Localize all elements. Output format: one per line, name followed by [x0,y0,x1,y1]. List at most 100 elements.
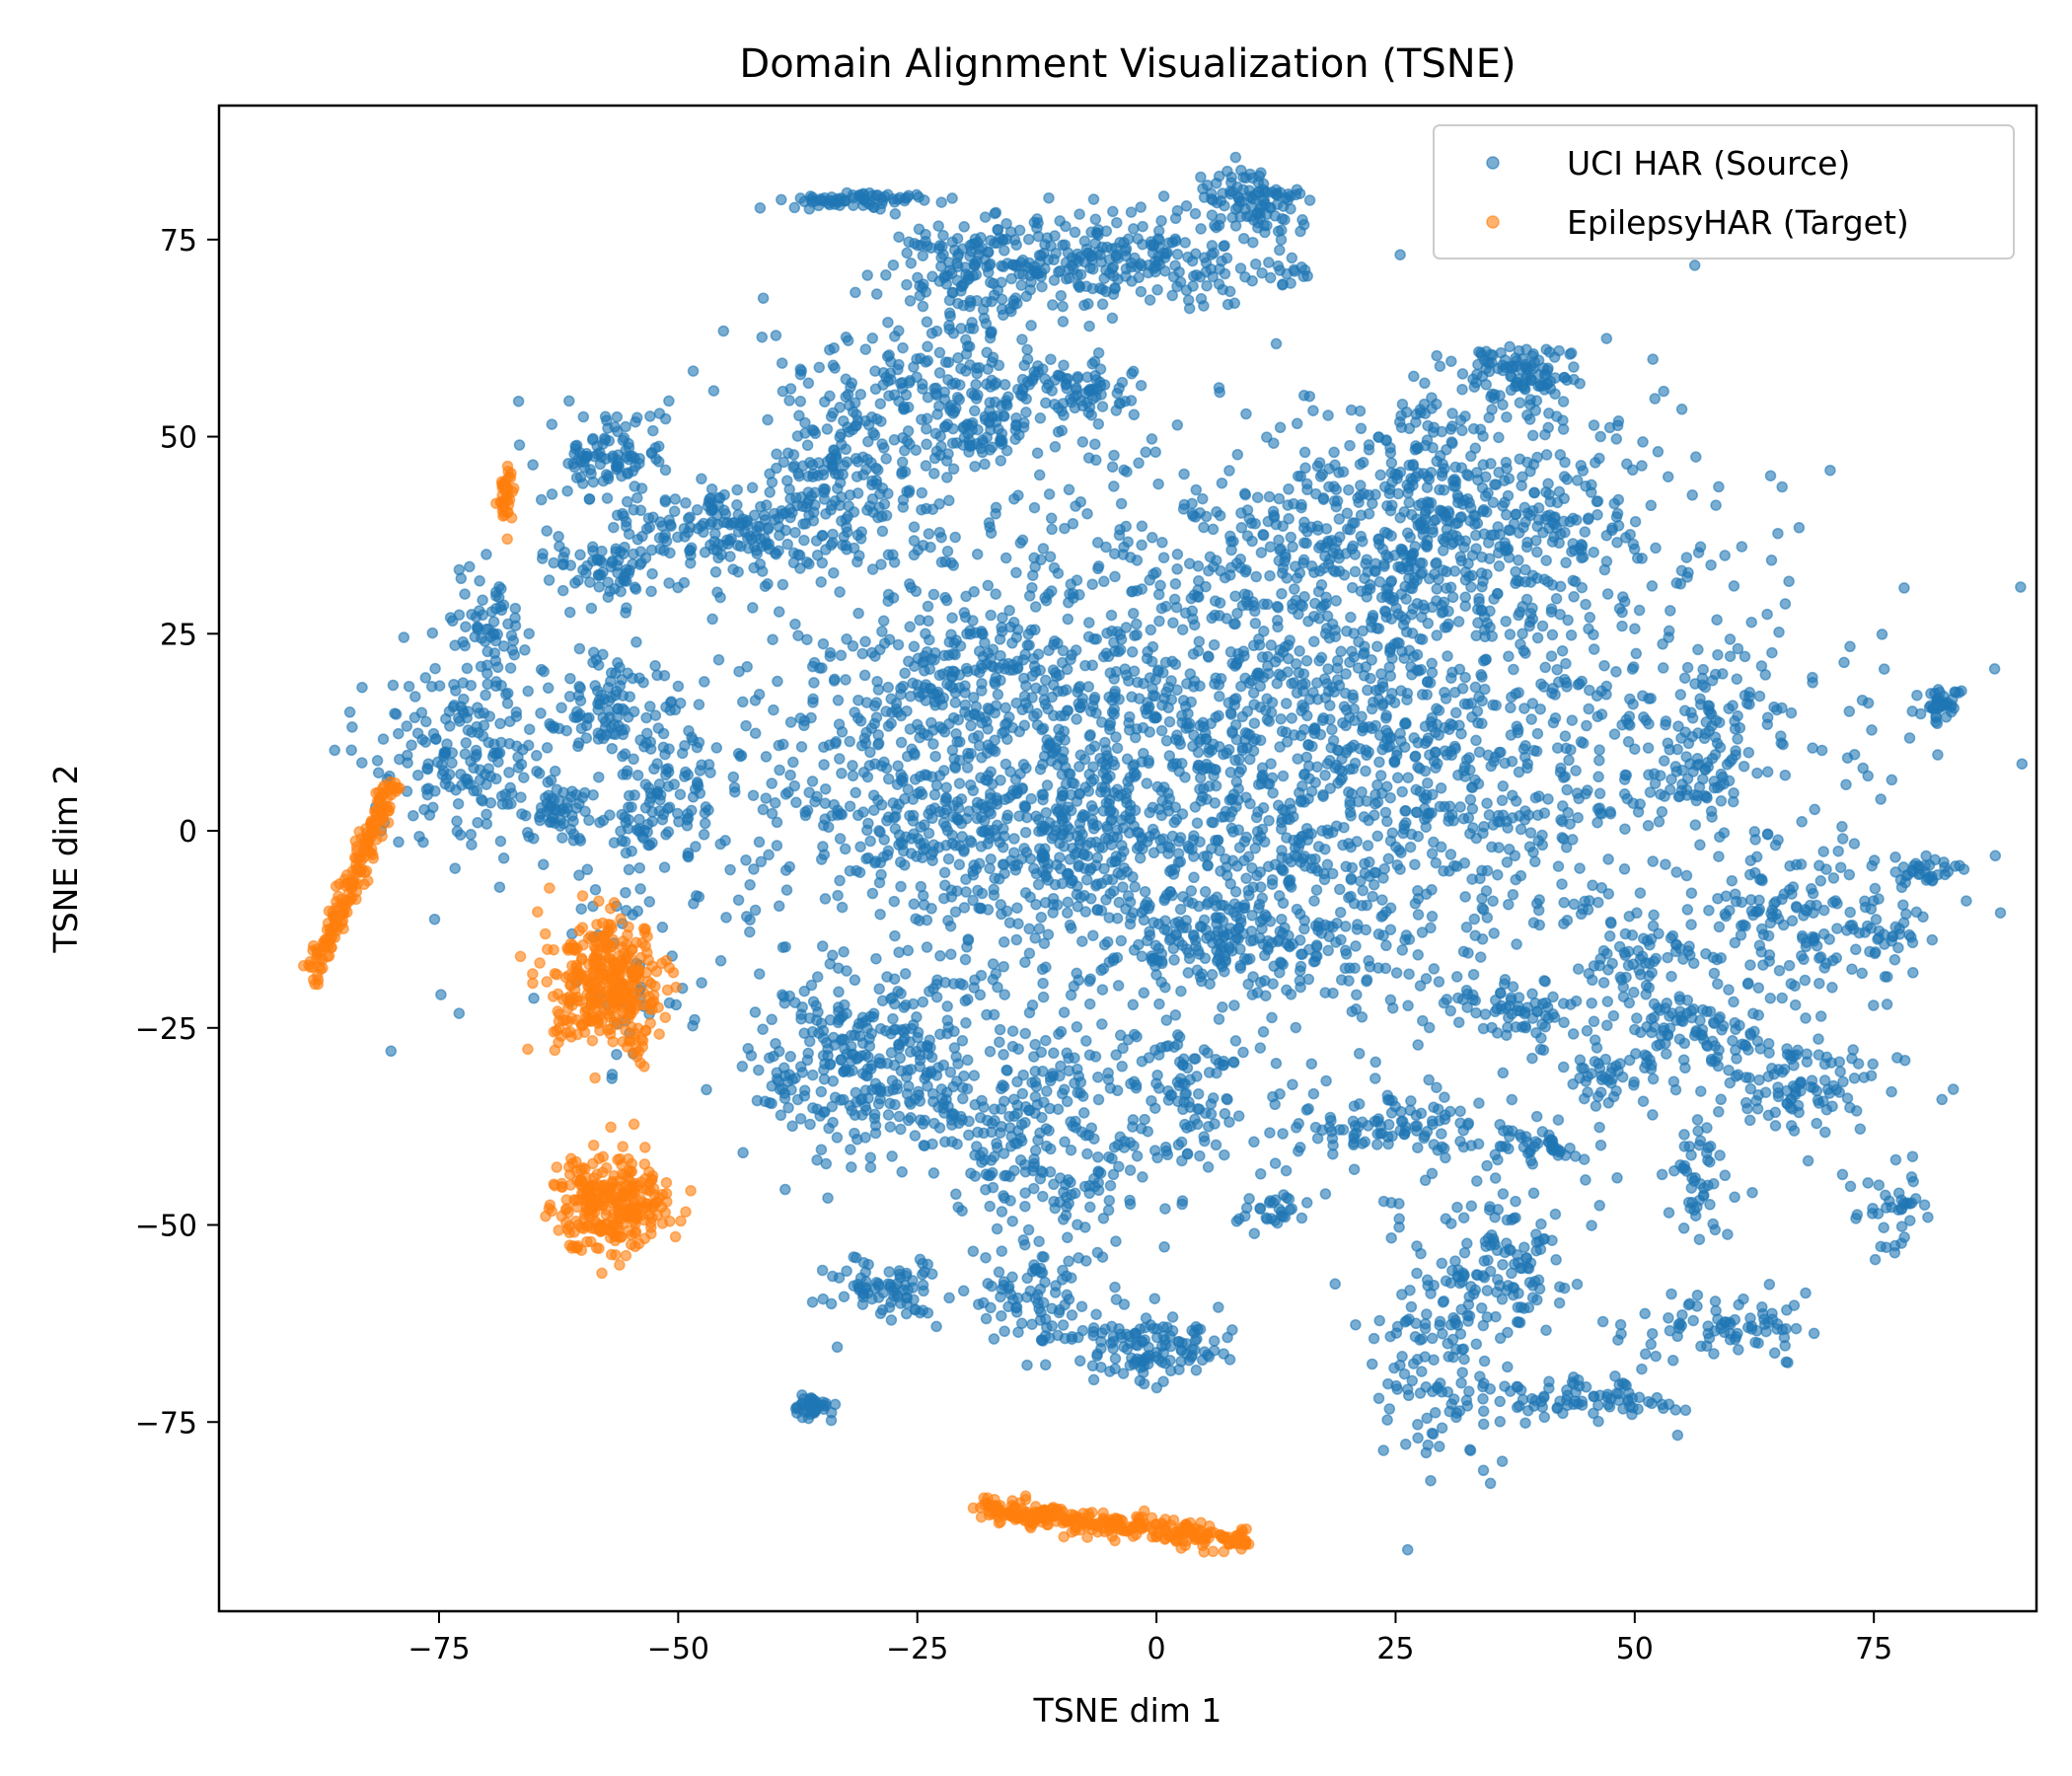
data-point [727,771,740,783]
data-point [952,251,964,262]
data-point [1076,693,1089,704]
data-point [1680,869,1693,882]
data-point [1348,897,1361,910]
data-point [1231,181,1243,193]
data-point [1202,859,1214,871]
data-point [453,1007,466,1019]
data-point [1182,967,1195,979]
data-point [1249,843,1261,854]
data-point [1694,541,1707,554]
data-point [1503,844,1516,855]
data-point [1611,419,1624,432]
data-point [863,760,876,772]
data-point [749,727,762,739]
data-point [1162,681,1175,694]
data-point [1319,987,1331,999]
data-point [1274,544,1286,556]
data-point [933,805,946,818]
data-point [1476,893,1488,905]
data-point [819,797,832,809]
data-point [1291,417,1303,430]
data-point [918,899,930,911]
data-point [883,349,895,361]
data-point [1279,805,1292,817]
data-point [1071,713,1082,725]
data-point [1584,684,1595,697]
data-point [1096,984,1109,996]
data-point [1290,658,1302,670]
data-point [1061,704,1073,716]
data-point [1207,816,1220,829]
data-point [1126,691,1138,703]
data-point [1045,512,1058,525]
data-point [1459,671,1471,684]
data-point [1724,633,1737,645]
data-point [1411,664,1423,676]
data-point [764,468,776,480]
data-point [1483,809,1496,821]
data-point [1631,907,1643,920]
data-point [764,486,776,498]
data-point [1642,820,1655,832]
data-point [1154,579,1166,592]
data-point [1032,360,1044,372]
data-point [969,405,981,417]
data-point [933,669,946,682]
data-point [1410,471,1422,483]
data-point [663,395,675,407]
data-point [832,889,844,902]
data-point [866,333,879,344]
data-point [976,242,988,254]
data-point [731,483,743,496]
data-point [1187,510,1199,522]
data-point [965,836,978,849]
data-point [535,493,548,506]
data-point [872,729,884,741]
data-point [1077,1107,1090,1119]
data-point [1129,881,1141,893]
data-point [1476,695,1488,707]
data-point [1459,891,1471,903]
data-point [1188,851,1200,862]
data-point [732,894,745,906]
data-point [710,545,723,556]
data-point [975,659,988,672]
data-point [887,549,899,561]
data-point [842,389,854,401]
data-point [839,843,851,855]
data-point [901,278,913,291]
data-point [1185,696,1197,708]
data-point [1474,951,1487,963]
data-point [1229,618,1241,630]
data-point [1176,939,1189,951]
data-point [1518,703,1530,714]
data-point [976,825,988,838]
data-point [762,413,774,426]
data-point [1216,255,1227,267]
data-point [1490,700,1502,711]
data-point [941,472,953,483]
data-point [1545,650,1558,662]
data-point [955,793,968,805]
data-point [875,799,888,811]
data-point [840,674,851,686]
data-point [553,531,564,543]
data-point [1168,954,1180,966]
data-point [1989,850,2002,862]
data-point [928,788,941,801]
data-point [1422,471,1434,482]
data-point [766,807,778,820]
data-point [1483,553,1496,564]
data-point [1476,864,1488,877]
data-point [1127,585,1139,597]
data-point [1089,237,1101,250]
data-point [769,797,781,809]
data-point [807,471,819,482]
data-point [1705,558,1717,571]
data-point [1298,723,1310,736]
data-point [1235,763,1247,776]
data-point [979,211,992,223]
data-point [1456,424,1468,437]
data-point [1403,496,1415,509]
data-point [777,456,790,469]
